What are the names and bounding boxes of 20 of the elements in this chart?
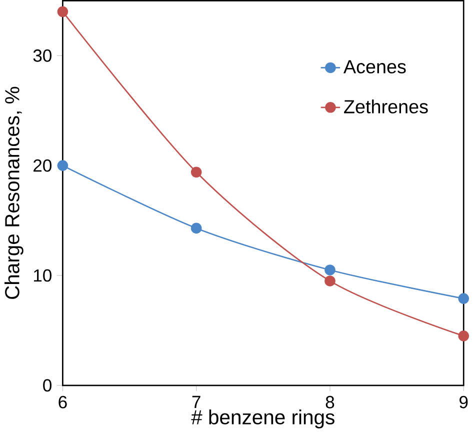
y-tick-label: 10 [34,269,52,282]
x-tick-label: 7 [192,396,200,408]
point [458,330,470,342]
point [57,160,68,171]
point [57,6,68,18]
point [190,222,202,234]
y-tick-label: 20 [34,159,52,172]
x-tick-label: 6 [58,396,67,408]
y-tick-label: 30 [33,49,52,62]
point [458,293,470,304]
legend-label: Zethrenes [344,100,428,114]
legend-label: Acenes [343,60,406,74]
point [324,264,336,276]
y-axis-title: Charge Resonances, % [4,86,24,299]
x-axis-title: # benzene rings [191,410,334,428]
y-tick-label: 0 [43,379,52,392]
x-tick-label: 8 [326,396,334,408]
point [190,166,202,178]
x-tick-label: 9 [460,396,468,408]
point [324,276,336,286]
